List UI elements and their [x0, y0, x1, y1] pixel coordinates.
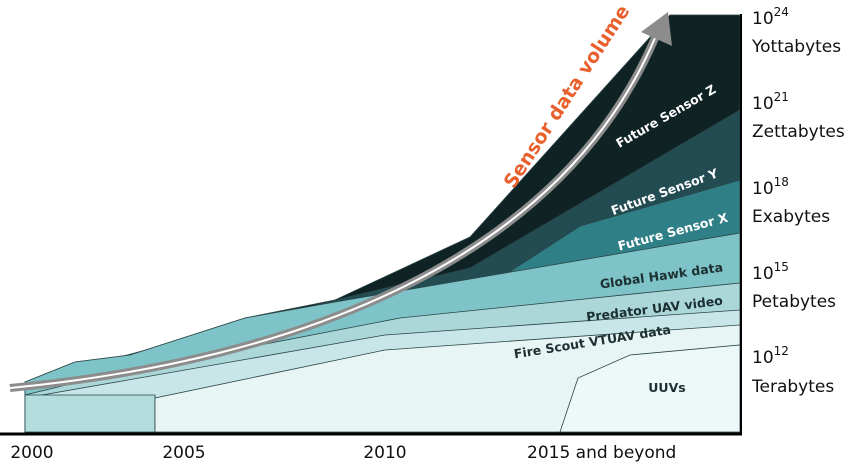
x-labels: 2000 2005 2010 2015 and beyond [10, 443, 676, 463]
x-label: 2010 [363, 443, 406, 463]
y-unit: Yottabytes [751, 37, 841, 57]
x-label: 2005 [162, 443, 205, 463]
y-unit: Zettabytes [752, 122, 845, 142]
y-magnitude: 1018 [752, 175, 789, 199]
y-magnitude: 1024 [752, 5, 789, 29]
arrow-inner [9, 37, 656, 389]
y-magnitude: 1015 [752, 260, 789, 284]
y-unit: Petabytes [752, 292, 836, 312]
y-magnitude: 1021 [752, 90, 789, 114]
y-magnitude: 1012 [752, 344, 789, 368]
y-unit: Terabytes [751, 377, 834, 397]
arrow [9, 12, 672, 392]
y-labels: 1024 Yottabytes 1021 Zettabytes 1018 Exa… [751, 5, 845, 397]
x-label: 2015 and beyond [527, 443, 676, 463]
areas [24, 14, 741, 433]
x-label: 2000 [10, 443, 53, 463]
area-left-block [24, 394, 156, 433]
arrow-head [641, 12, 672, 46]
layer-label: UUVs [648, 380, 685, 395]
y-unit: Exabytes [752, 207, 830, 227]
area-uuv [559, 344, 741, 433]
